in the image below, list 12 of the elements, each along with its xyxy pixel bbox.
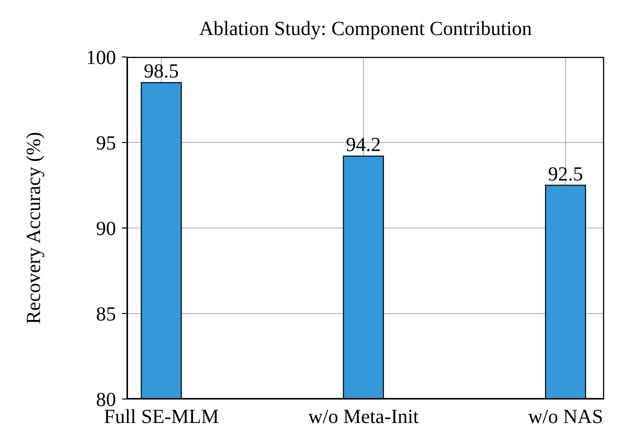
data-label: 98.5 [144,60,179,83]
y-tick-label: 100 [86,47,116,70]
chart-title: Ablation Study: Component Contribution [198,18,533,41]
data-label: 94.2 [346,134,381,156]
y-axis-title: Recovery Accuracy (%) [23,132,46,324]
x-tick-label: w/o NAS [528,406,604,428]
x-tick-label: w/o Meta-Init [308,406,420,428]
y-tick-label: 90 [96,218,116,240]
x-tick-label: Full SE-MLM [104,406,220,428]
data-label: 92.5 [548,163,584,186]
y-tick-label: 95 [96,132,116,155]
y-tick-label: 85 [96,304,116,326]
